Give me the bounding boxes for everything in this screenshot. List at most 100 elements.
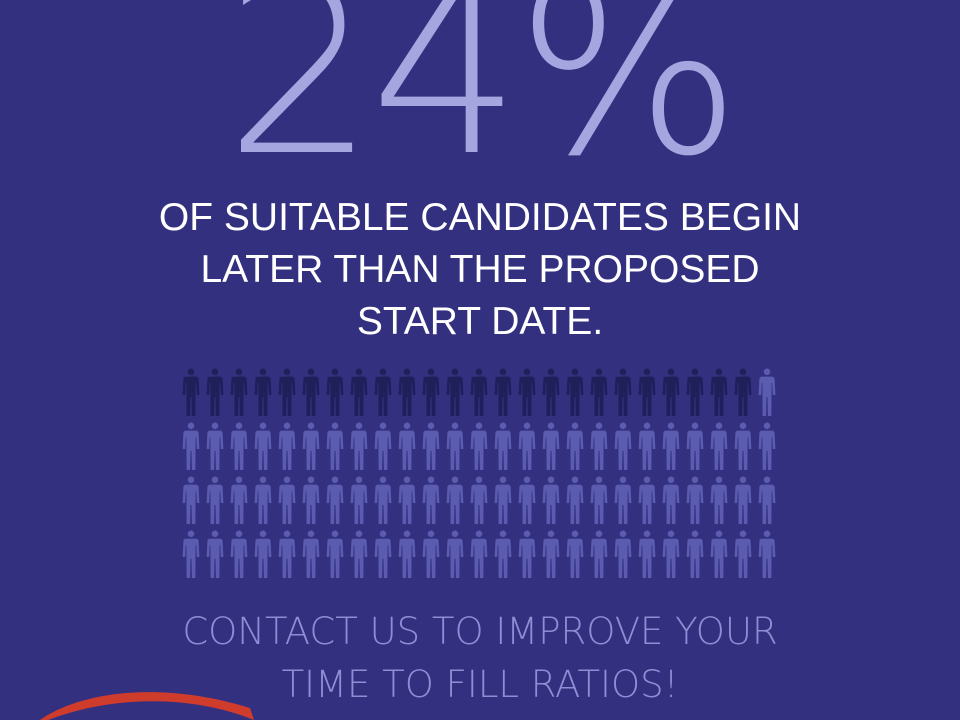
person-icon	[758, 368, 776, 416]
person-icon-highlighted	[470, 368, 488, 416]
person-icon-highlighted	[542, 368, 560, 416]
person-icon	[494, 476, 512, 524]
person-icon	[374, 530, 392, 578]
person-icon	[326, 530, 344, 578]
person-icon	[614, 476, 632, 524]
person-icon	[686, 422, 704, 470]
person-icon	[686, 476, 704, 524]
person-icon	[758, 422, 776, 470]
person-icon-highlighted	[422, 368, 440, 416]
person-icon-highlighted	[494, 368, 512, 416]
person-icon-highlighted	[638, 368, 656, 416]
person-icon	[494, 422, 512, 470]
person-icon	[374, 422, 392, 470]
person-icon	[758, 530, 776, 578]
person-icon	[446, 476, 464, 524]
person-icon	[710, 476, 728, 524]
people-grid	[182, 368, 776, 578]
person-icon	[710, 530, 728, 578]
person-icon	[734, 476, 752, 524]
person-icon-highlighted	[518, 368, 536, 416]
person-icon	[230, 530, 248, 578]
person-icon	[278, 476, 296, 524]
person-icon	[422, 476, 440, 524]
person-icon	[662, 530, 680, 578]
person-icon	[662, 476, 680, 524]
logo-swoosh-icon	[40, 692, 254, 720]
person-icon-highlighted	[182, 368, 200, 416]
person-icon	[734, 530, 752, 578]
person-icon	[446, 422, 464, 470]
person-icon	[542, 422, 560, 470]
person-icon	[686, 530, 704, 578]
person-icon	[638, 530, 656, 578]
person-icon-highlighted	[374, 368, 392, 416]
person-icon	[734, 422, 752, 470]
cta-line-2: TIME TO FILL RATIOS!	[281, 663, 679, 706]
person-icon	[230, 476, 248, 524]
stat-description-line-2: LATER THAN THE PROPOSED	[200, 248, 760, 291]
person-icon	[494, 530, 512, 578]
person-icon	[374, 476, 392, 524]
person-icon	[422, 422, 440, 470]
person-icon	[206, 476, 224, 524]
person-icon-highlighted	[662, 368, 680, 416]
person-icon	[398, 476, 416, 524]
person-icon	[710, 422, 728, 470]
person-icon-highlighted	[326, 368, 344, 416]
person-icon	[518, 530, 536, 578]
person-icon	[182, 422, 200, 470]
person-icon	[614, 422, 632, 470]
person-icon	[278, 530, 296, 578]
person-icon	[182, 476, 200, 524]
person-icon-highlighted	[710, 368, 728, 416]
person-icon	[614, 530, 632, 578]
person-icon-highlighted	[686, 368, 704, 416]
person-icon	[398, 422, 416, 470]
person-icon	[566, 422, 584, 470]
person-icon	[206, 422, 224, 470]
person-icon	[422, 530, 440, 578]
person-icon	[446, 530, 464, 578]
person-icon-highlighted	[278, 368, 296, 416]
person-icon	[350, 476, 368, 524]
stat-description-line-1: OF SUITABLE CANDIDATES BEGIN	[158, 196, 802, 239]
person-icon	[302, 530, 320, 578]
person-icon-highlighted	[614, 368, 632, 416]
person-icon	[470, 530, 488, 578]
person-icon	[254, 422, 272, 470]
person-icon-highlighted	[254, 368, 272, 416]
person-icon	[254, 530, 272, 578]
person-icon-highlighted	[398, 368, 416, 416]
person-icon	[326, 476, 344, 524]
person-icon-highlighted	[302, 368, 320, 416]
person-icon	[542, 530, 560, 578]
person-icon	[638, 422, 656, 470]
person-icon	[590, 422, 608, 470]
person-icon	[470, 476, 488, 524]
person-icon	[206, 530, 224, 578]
person-icon	[302, 422, 320, 470]
person-icon	[590, 476, 608, 524]
person-icon	[230, 422, 248, 470]
person-icon	[350, 530, 368, 578]
stat-description-line-3: START DATE.	[356, 300, 604, 343]
person-icon-highlighted	[350, 368, 368, 416]
person-icon	[662, 422, 680, 470]
person-icon-highlighted	[446, 368, 464, 416]
person-icon	[566, 476, 584, 524]
person-icon-highlighted	[734, 368, 752, 416]
person-icon-highlighted	[566, 368, 584, 416]
cta-line-1: CONTACT US TO IMPROVE YOUR	[182, 610, 778, 653]
person-icon	[590, 530, 608, 578]
person-icon	[470, 422, 488, 470]
person-icon	[326, 422, 344, 470]
stat-percentage: 24%	[224, 0, 742, 209]
person-icon-highlighted	[206, 368, 224, 416]
person-icon	[638, 476, 656, 524]
person-icon	[254, 476, 272, 524]
person-icon-highlighted	[590, 368, 608, 416]
person-icon	[542, 476, 560, 524]
person-icon	[758, 476, 776, 524]
